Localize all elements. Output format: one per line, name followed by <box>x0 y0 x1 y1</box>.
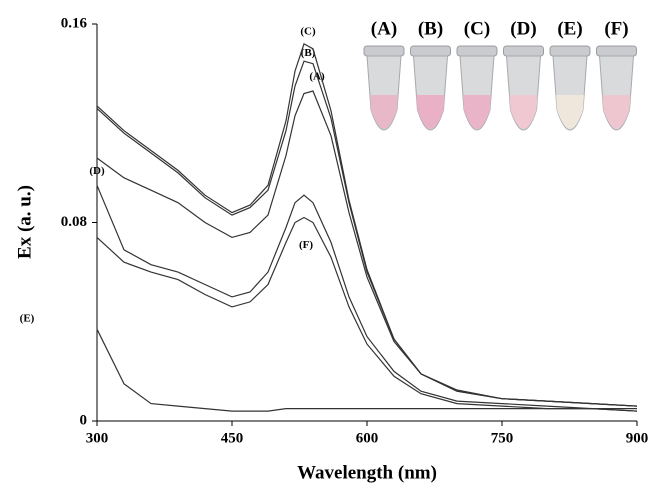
tube-cap <box>503 45 544 57</box>
y-tick-label: 0.16 <box>61 15 88 31</box>
series-line <box>96 43 638 407</box>
tube-cap <box>363 45 405 57</box>
tube-label: (E) <box>557 18 582 39</box>
tube-cap <box>596 45 637 57</box>
tube-label: (D) <box>510 18 536 39</box>
x-tick-label: 450 <box>221 430 244 446</box>
series-label: (B) <box>301 47 316 59</box>
x-tick-label: 300 <box>86 430 109 446</box>
tube-liquid <box>602 95 631 129</box>
tube-label: (B) <box>418 18 443 39</box>
x-tick-label: 750 <box>491 430 514 446</box>
tube-cap <box>456 45 498 57</box>
tube-cap <box>549 45 591 57</box>
tube-photo: (A) (B) (C) (D) (E) (F) <box>363 18 637 131</box>
tube-liquid <box>556 95 584 129</box>
x-axis-label: Wavelength (nm) <box>297 462 437 483</box>
y-tick-label: 0.08 <box>61 214 87 230</box>
series-line <box>96 185 637 410</box>
tube-cap <box>410 45 451 57</box>
tube-liquid <box>463 95 491 129</box>
tube-label: (C) <box>464 18 490 39</box>
series-line <box>96 216 638 412</box>
y-axis-label: Ex (a. u.) <box>14 185 35 259</box>
series-line <box>96 90 638 407</box>
series-line <box>96 328 638 412</box>
series-label: (D) <box>89 165 105 177</box>
tube-liquid <box>509 95 538 129</box>
tube-liquid <box>370 95 398 129</box>
x-tick-label: 900 <box>626 430 649 446</box>
series-line <box>96 60 638 407</box>
y-tick-label: 0 <box>80 412 88 428</box>
tube-liquid <box>416 95 445 129</box>
tube-label: (F) <box>604 18 628 39</box>
x-tick-label: 600 <box>356 430 379 446</box>
series-label: (F) <box>299 239 313 251</box>
tube-label: (A) <box>371 18 397 39</box>
series-label: (E) <box>20 313 35 325</box>
series-label: (C) <box>300 25 316 37</box>
